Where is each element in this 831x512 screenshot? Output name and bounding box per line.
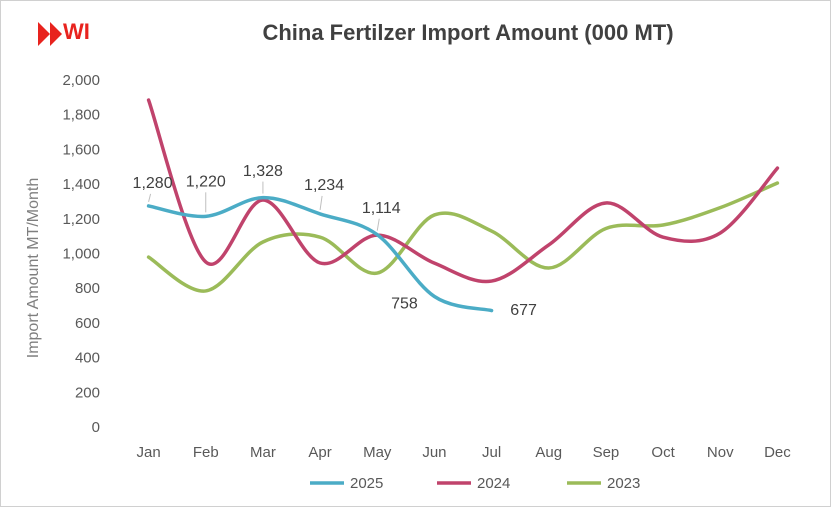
- leader-line: [319, 195, 323, 210]
- leader-line: [148, 193, 152, 203]
- logo-text: WI: [63, 19, 90, 44]
- x-tick-label: Jun: [422, 444, 446, 461]
- series-line: [146, 181, 780, 293]
- x-tick-label: Sep: [593, 444, 620, 461]
- y-tick-label: 600: [75, 315, 100, 332]
- x-tick-label: Jan: [136, 444, 160, 461]
- y-tick-label: 400: [75, 350, 100, 367]
- x-tick-label: Jul: [482, 444, 501, 461]
- x-tick-label: May: [363, 444, 392, 461]
- y-tick-label: 1,400: [62, 176, 100, 193]
- legend-label: 2025: [350, 475, 383, 492]
- y-tick-label: 1,200: [62, 211, 100, 228]
- chart-title: China Fertilzer Import Amount (000 MT): [262, 20, 673, 45]
- legend-label: 2023: [607, 475, 640, 492]
- data-label: 1,328: [243, 163, 283, 180]
- y-tick-label: 1,800: [62, 107, 100, 124]
- logo-icon: [38, 22, 62, 46]
- y-axis-label: Import Amount MT/Month: [25, 178, 42, 359]
- y-tick-label: 200: [75, 384, 100, 401]
- legend-label: 2024: [477, 475, 510, 492]
- y-tick-label: 800: [75, 280, 100, 297]
- data-label: 1,280: [133, 175, 173, 192]
- x-tick-label: Feb: [193, 444, 219, 461]
- data-label: 677: [510, 302, 537, 319]
- x-tick-label: Nov: [707, 444, 734, 461]
- x-tick-label: Apr: [308, 444, 331, 461]
- logo: WI: [38, 19, 90, 46]
- series-line: [146, 98, 780, 284]
- y-tick-label: 0: [92, 419, 100, 436]
- y-tick-label: 1,600: [62, 141, 100, 158]
- y-tick-label: 2,000: [62, 72, 100, 89]
- data-label: 1,114: [362, 200, 401, 217]
- x-tick-label: Aug: [535, 444, 562, 461]
- data-label: 1,220: [186, 174, 226, 191]
- y-tick-label: 1,000: [62, 245, 100, 262]
- x-tick-label: Dec: [764, 444, 791, 461]
- data-label: 1,234: [304, 177, 344, 194]
- series-line: [146, 195, 494, 313]
- leader-line: [376, 218, 380, 231]
- data-label: 758: [391, 296, 418, 313]
- x-tick-label: Mar: [250, 444, 276, 461]
- x-tick-label: Oct: [651, 444, 675, 461]
